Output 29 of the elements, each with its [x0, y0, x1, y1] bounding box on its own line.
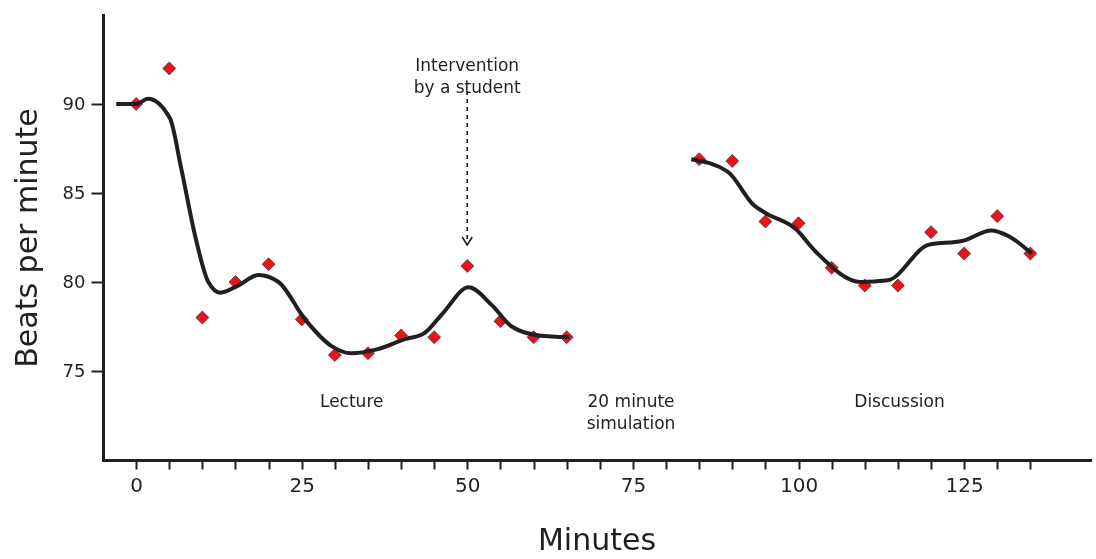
- x-tick-label: 50: [455, 472, 481, 497]
- annotation: 20 minute simulation: [586, 391, 676, 433]
- y-tick-label: 75: [62, 359, 86, 381]
- point: [195, 310, 210, 325]
- annotation: Lecture: [319, 391, 384, 411]
- x-tick-label: 100: [779, 472, 819, 497]
- x-tick-label: 125: [945, 472, 984, 497]
- point: [758, 214, 773, 229]
- annotation: Intervention by a student: [413, 55, 522, 97]
- point: [328, 348, 342, 362]
- point: [791, 216, 806, 231]
- y-axis-title: Beats per minute: [8, 108, 44, 368]
- point: [957, 246, 971, 261]
- point: [924, 225, 938, 239]
- point: [162, 61, 177, 76]
- y-tick-label: 85: [62, 181, 86, 203]
- x-tick-label: 75: [620, 472, 647, 497]
- point: [261, 257, 276, 272]
- y-tick-label: 80: [62, 270, 86, 292]
- point: [990, 209, 1005, 223]
- x-tick-label: 0: [130, 472, 143, 497]
- point: [891, 278, 905, 293]
- x-axis-title: Minutes: [537, 521, 657, 557]
- point: [460, 259, 475, 273]
- x-tick-label: 25: [289, 472, 315, 497]
- y-tick-label: 90: [62, 92, 86, 114]
- point: [725, 154, 740, 168]
- annotation: Discussion: [854, 391, 945, 411]
- point: [427, 330, 442, 344]
